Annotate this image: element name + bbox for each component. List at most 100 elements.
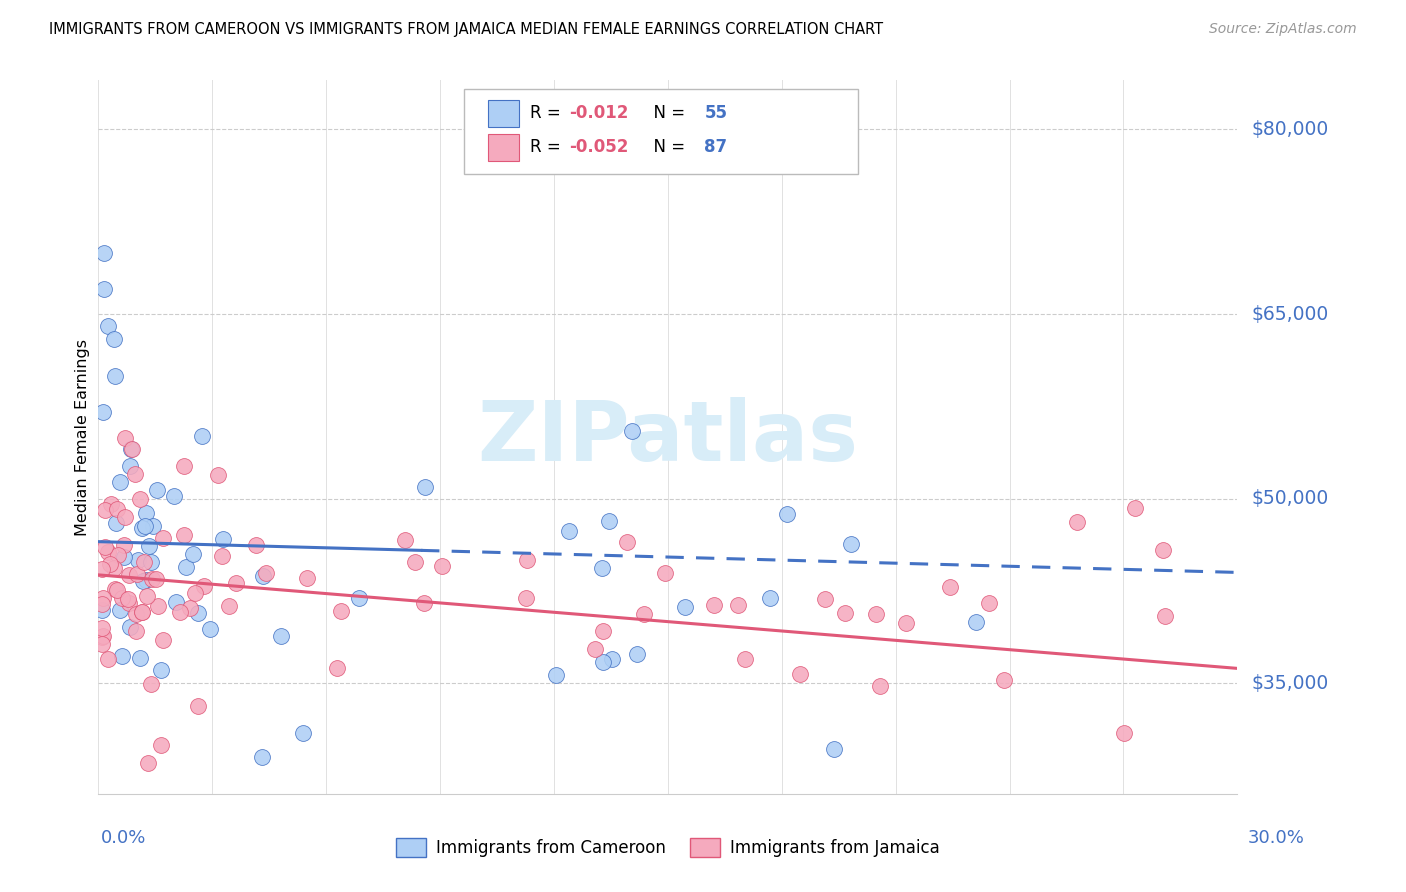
- Point: [839, 537, 862, 551]
- Point: [97, 545, 120, 559]
- Point: [152, 632, 174, 647]
- Point: [127, 567, 149, 582]
- Point: [776, 507, 799, 521]
- Point: [734, 652, 756, 666]
- Text: $50,000: $50,000: [1251, 489, 1329, 508]
- Point: [121, 442, 143, 457]
- Point: [105, 516, 128, 530]
- Point: [91, 405, 114, 419]
- Point: [173, 459, 195, 474]
- Point: [169, 605, 191, 619]
- Point: [173, 528, 195, 542]
- Point: [198, 622, 221, 636]
- Text: $35,000: $35,000: [1251, 673, 1329, 693]
- Point: [139, 677, 162, 691]
- Point: [125, 607, 148, 621]
- Point: [103, 332, 125, 346]
- Point: [329, 604, 352, 618]
- Point: [125, 624, 148, 639]
- Point: [865, 607, 887, 621]
- Point: [211, 532, 233, 546]
- Point: [823, 742, 845, 756]
- Point: [141, 555, 163, 569]
- Point: [295, 571, 318, 585]
- Point: [142, 519, 165, 533]
- Point: [558, 524, 581, 538]
- Point: [91, 622, 114, 636]
- Legend: Immigrants from Cameroon, Immigrants from Jamaica: Immigrants from Cameroon, Immigrants fro…: [395, 838, 941, 857]
- Point: [132, 556, 155, 570]
- Text: R =: R =: [530, 104, 567, 122]
- Point: [163, 489, 186, 503]
- Point: [124, 467, 146, 481]
- Point: [91, 603, 114, 617]
- Point: [1112, 726, 1135, 740]
- Point: [127, 553, 149, 567]
- Point: [150, 738, 173, 752]
- Point: [118, 596, 141, 610]
- Point: [136, 589, 159, 603]
- Text: $80,000: $80,000: [1251, 120, 1329, 139]
- Point: [145, 572, 167, 586]
- Point: [104, 582, 127, 596]
- Point: [108, 475, 131, 489]
- Point: [1154, 609, 1177, 624]
- Point: [136, 756, 159, 771]
- Point: [516, 553, 538, 567]
- Point: [633, 607, 655, 621]
- Point: [100, 497, 122, 511]
- Point: [546, 668, 568, 682]
- Point: [404, 555, 426, 569]
- Point: [135, 573, 157, 587]
- Point: [592, 624, 614, 639]
- Point: [673, 599, 696, 614]
- Point: [187, 606, 209, 620]
- Point: [145, 483, 167, 498]
- Point: [107, 548, 129, 562]
- Point: [165, 594, 187, 608]
- Point: [134, 519, 156, 533]
- Point: [583, 641, 606, 656]
- Point: [179, 601, 201, 615]
- Point: [105, 502, 128, 516]
- Point: [1152, 543, 1174, 558]
- Point: [94, 540, 117, 554]
- Point: [191, 429, 214, 443]
- Point: [626, 647, 648, 661]
- Point: [152, 531, 174, 545]
- Point: [131, 605, 153, 619]
- Point: [412, 596, 434, 610]
- Point: [394, 533, 416, 548]
- Point: [91, 562, 114, 576]
- Point: [993, 673, 1015, 688]
- Text: ZIPatlas: ZIPatlas: [478, 397, 858, 477]
- Text: 0.0%: 0.0%: [101, 829, 146, 847]
- Point: [105, 582, 128, 597]
- Point: [598, 514, 620, 528]
- Point: [193, 579, 215, 593]
- Point: [111, 648, 134, 663]
- Point: [120, 442, 142, 456]
- Point: [97, 319, 120, 334]
- Point: [814, 592, 837, 607]
- Point: [93, 282, 115, 296]
- Point: [112, 550, 135, 565]
- Point: [789, 667, 811, 681]
- Point: [432, 558, 454, 573]
- Point: [141, 572, 163, 586]
- Point: [112, 538, 135, 552]
- Point: [97, 652, 120, 666]
- Point: [252, 568, 274, 582]
- Text: 87: 87: [704, 138, 727, 156]
- Point: [135, 506, 157, 520]
- Point: [118, 620, 141, 634]
- Point: [117, 591, 139, 606]
- Point: [616, 534, 638, 549]
- Text: -0.012: -0.012: [569, 104, 628, 122]
- Point: [977, 596, 1000, 610]
- Point: [292, 725, 315, 739]
- Point: [759, 591, 782, 606]
- Text: 30.0%: 30.0%: [1249, 829, 1305, 847]
- Point: [347, 591, 370, 605]
- Point: [183, 586, 205, 600]
